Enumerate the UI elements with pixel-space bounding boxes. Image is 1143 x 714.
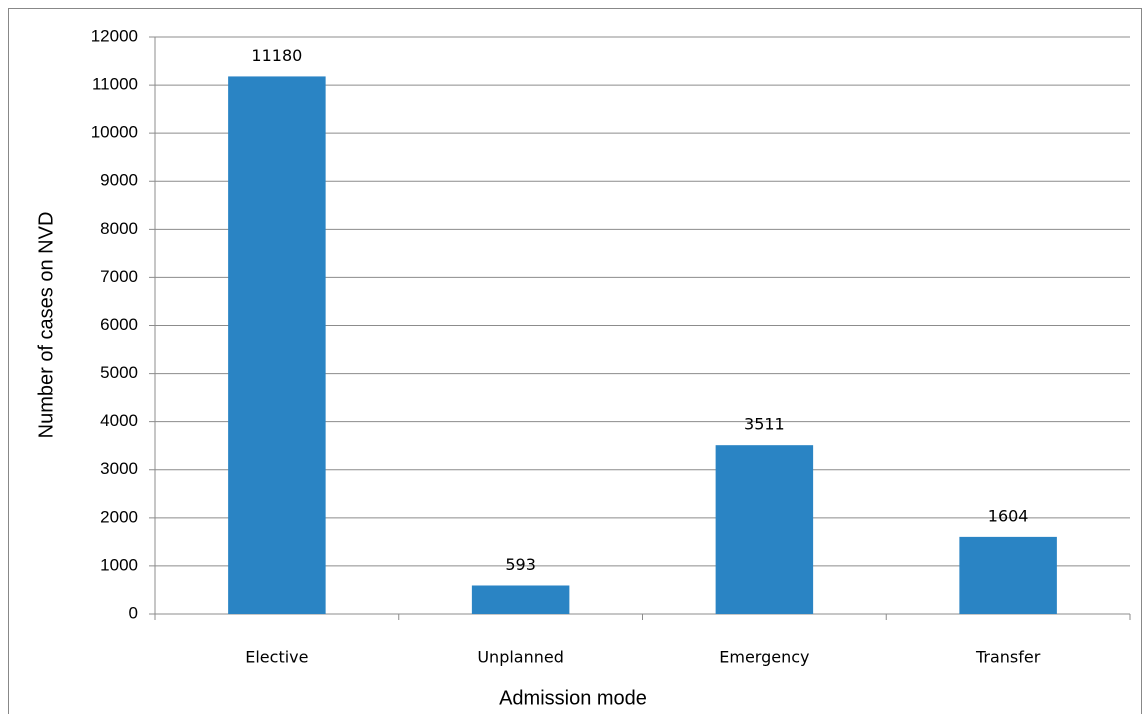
bar xyxy=(471,585,570,614)
y-tick-label: 4000 xyxy=(100,411,138,430)
data-label: 1604 xyxy=(988,506,1029,525)
y-tick-label: 10000 xyxy=(91,123,138,142)
bar xyxy=(715,445,814,614)
x-tick-label: Unplanned xyxy=(477,648,564,667)
bar xyxy=(959,536,1057,614)
y-tick-label: 12000 xyxy=(91,26,138,45)
y-axis-title: Number of cases on NVD xyxy=(35,212,57,439)
data-label: 593 xyxy=(505,555,536,574)
data-label: 3511 xyxy=(744,415,785,434)
y-tick-label: 8000 xyxy=(100,219,138,238)
x-tick-label: Transfer xyxy=(975,648,1041,667)
y-tick-label: 11000 xyxy=(92,75,138,94)
x-axis-title: Admission mode xyxy=(499,687,647,709)
y-tick-label: 3000 xyxy=(100,459,138,478)
y-tick-label: 9000 xyxy=(100,171,138,190)
x-tick-label: Emergency xyxy=(719,648,809,667)
y-tick-label: 0 xyxy=(129,603,138,622)
y-tick-label: 6000 xyxy=(100,315,138,334)
y-tick-label: 5000 xyxy=(100,363,138,382)
data-label: 11180 xyxy=(251,46,302,65)
chart-frame xyxy=(8,8,1142,714)
y-tick-label: 7000 xyxy=(100,267,138,286)
y-tick-label: 1000 xyxy=(100,555,138,574)
y-tick-label: 2000 xyxy=(100,507,138,526)
bar xyxy=(228,76,326,614)
x-tick-label: Elective xyxy=(245,648,308,667)
